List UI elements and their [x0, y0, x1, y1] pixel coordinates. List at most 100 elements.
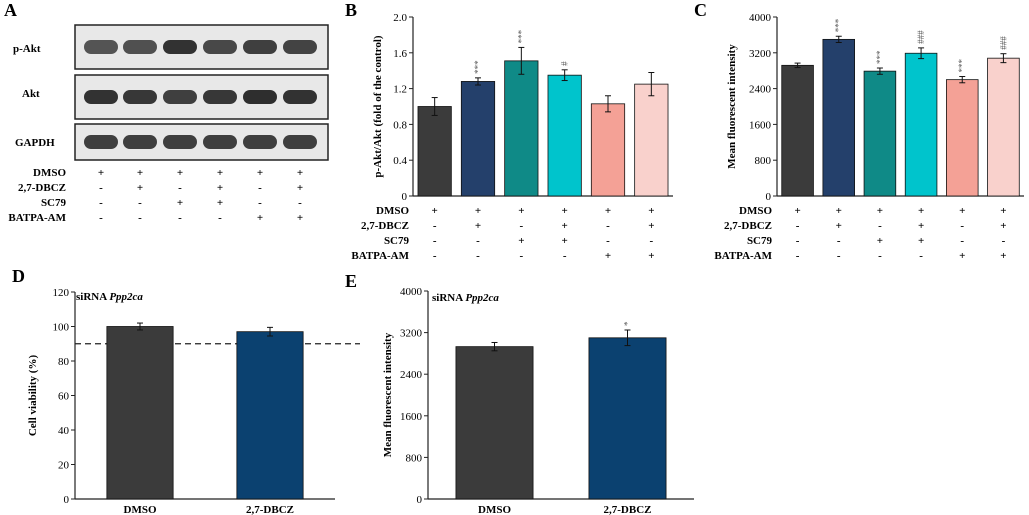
- blot-band: [163, 135, 197, 149]
- blot-band: [203, 40, 237, 54]
- y-tick-label: 0: [402, 191, 408, 203]
- condition-sign: +: [836, 220, 842, 232]
- condition-sign: -: [796, 235, 800, 247]
- significance-marker: ***: [957, 59, 967, 73]
- condition-sign: +: [562, 220, 568, 232]
- bar: [904, 52, 938, 197]
- blot-band: [203, 90, 237, 104]
- bar: [987, 57, 1020, 197]
- y-tick-label: 4000: [400, 286, 423, 298]
- blot-band: [243, 90, 277, 104]
- bar: [781, 64, 814, 197]
- bar: [590, 103, 626, 197]
- condition-sign: +: [648, 250, 654, 262]
- condition-sign: +: [959, 250, 965, 262]
- bar: [460, 81, 496, 197]
- bar: [822, 38, 855, 197]
- condition-label: 2,7-DBCZ: [18, 182, 66, 194]
- y-tick-label: 0: [766, 191, 772, 203]
- blot-band: [283, 90, 317, 104]
- bar: [106, 326, 174, 500]
- condition-sign: +: [297, 167, 303, 179]
- condition-label: BATPA-AM: [714, 250, 772, 262]
- panel-label-b: B: [345, 0, 357, 20]
- condition-sign: -: [837, 250, 841, 262]
- condition-label: SC79: [747, 235, 773, 247]
- condition-sign: +: [562, 205, 568, 217]
- y-tick-label: 20: [58, 460, 70, 472]
- condition-sign: +: [297, 212, 303, 224]
- chart-B: 0 0.4 0.8 1.2 1.6 2.0 p-Akt/Akt (fold of the c…: [351, 12, 673, 262]
- chart-C: 0 800 1600 2400 3200 4000 Mean fluorescent int…: [714, 12, 1024, 262]
- y-tick-label: 1600: [749, 119, 772, 131]
- significance-marker: *: [623, 321, 633, 326]
- condition-sign: +: [877, 235, 883, 247]
- y-axis-label: Cell viability (%): [27, 355, 39, 437]
- blot-band: [123, 135, 157, 149]
- blot-band: [84, 40, 118, 54]
- chart-E: 0 800 1600 2400 3200 4000 Mean fluorescent int…: [382, 286, 694, 515]
- blot-band: [84, 90, 118, 104]
- y-axis-label: Mean fluorescent intensity: [382, 332, 394, 457]
- condition-sign: -: [1002, 235, 1006, 247]
- condition-sign: +: [794, 205, 800, 217]
- condition-sign: +: [1000, 250, 1006, 262]
- condition-label: DMSO: [376, 205, 409, 217]
- y-tick-label: 0: [64, 494, 70, 506]
- blot-row-label-akt: Akt: [22, 88, 40, 100]
- condition-sign: +: [177, 197, 183, 209]
- condition-sign: +: [518, 235, 524, 247]
- x-tick-label: 2,7-DBCZ: [246, 504, 294, 515]
- bar: [946, 79, 979, 197]
- condition-sign: -: [258, 197, 262, 209]
- condition-sign: +: [177, 167, 183, 179]
- condition-sign: +: [137, 182, 143, 194]
- condition-sign: +: [562, 235, 568, 247]
- y-axis-label: Mean fluorescent intensity: [726, 44, 738, 169]
- condition-sign: -: [178, 182, 182, 194]
- y-tick-label: 4000: [749, 12, 772, 24]
- condition-sign: -: [476, 250, 480, 262]
- condition-sign: +: [918, 235, 924, 247]
- blot-band: [84, 135, 118, 149]
- bar: [634, 83, 669, 197]
- condition-sign: -: [837, 235, 841, 247]
- condition-sign: -: [919, 250, 923, 262]
- condition-sign: +: [257, 167, 263, 179]
- y-axis-label: p-Akt/Akt (fold of the control): [372, 35, 384, 178]
- condition-sign: +: [297, 182, 303, 194]
- condition-sign: +: [918, 205, 924, 217]
- condition-sign: +: [877, 205, 883, 217]
- condition-sign: -: [99, 197, 103, 209]
- y-tick-label: 2400: [749, 84, 772, 96]
- condition-sign: +: [836, 205, 842, 217]
- condition-sign: +: [217, 182, 223, 194]
- condition-sign: +: [648, 220, 654, 232]
- y-tick-label: 0.4: [393, 155, 407, 167]
- condition-sign: +: [475, 220, 481, 232]
- condition-sign: -: [563, 250, 567, 262]
- y-tick-label: 80: [58, 356, 70, 368]
- y-tick-label: 1600: [400, 411, 423, 423]
- blot-band: [203, 135, 237, 149]
- significance-marker: ***: [516, 29, 526, 43]
- x-tick-label: 2,7-DBCZ: [604, 504, 652, 515]
- blot-band: [243, 40, 277, 54]
- bar: [588, 337, 667, 500]
- y-tick-label: 0: [417, 494, 423, 506]
- bar: [863, 70, 897, 197]
- condition-sign: +: [257, 212, 263, 224]
- condition-sign: +: [217, 197, 223, 209]
- western-blot-panel: p-Akt Akt GAPDH: [13, 24, 329, 161]
- panel-label-c: C: [694, 0, 707, 20]
- condition-sign: +: [432, 205, 438, 217]
- bar: [236, 331, 304, 500]
- bar: [547, 74, 582, 197]
- condition-label: SC79: [41, 197, 67, 209]
- panel-label-a: A: [4, 0, 17, 20]
- y-tick-label: 100: [53, 322, 70, 334]
- condition-sign: -: [606, 220, 610, 232]
- condition-sign: +: [217, 167, 223, 179]
- panel-d-subtitle: siRNA Ppp2ca: [76, 291, 143, 303]
